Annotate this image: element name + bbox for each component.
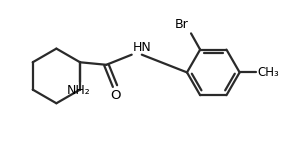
Text: NH₂: NH₂ [67,84,91,97]
Text: O: O [111,89,121,102]
Text: CH₃: CH₃ [257,66,279,79]
Text: Br: Br [175,18,189,31]
Text: HN: HN [133,41,151,54]
